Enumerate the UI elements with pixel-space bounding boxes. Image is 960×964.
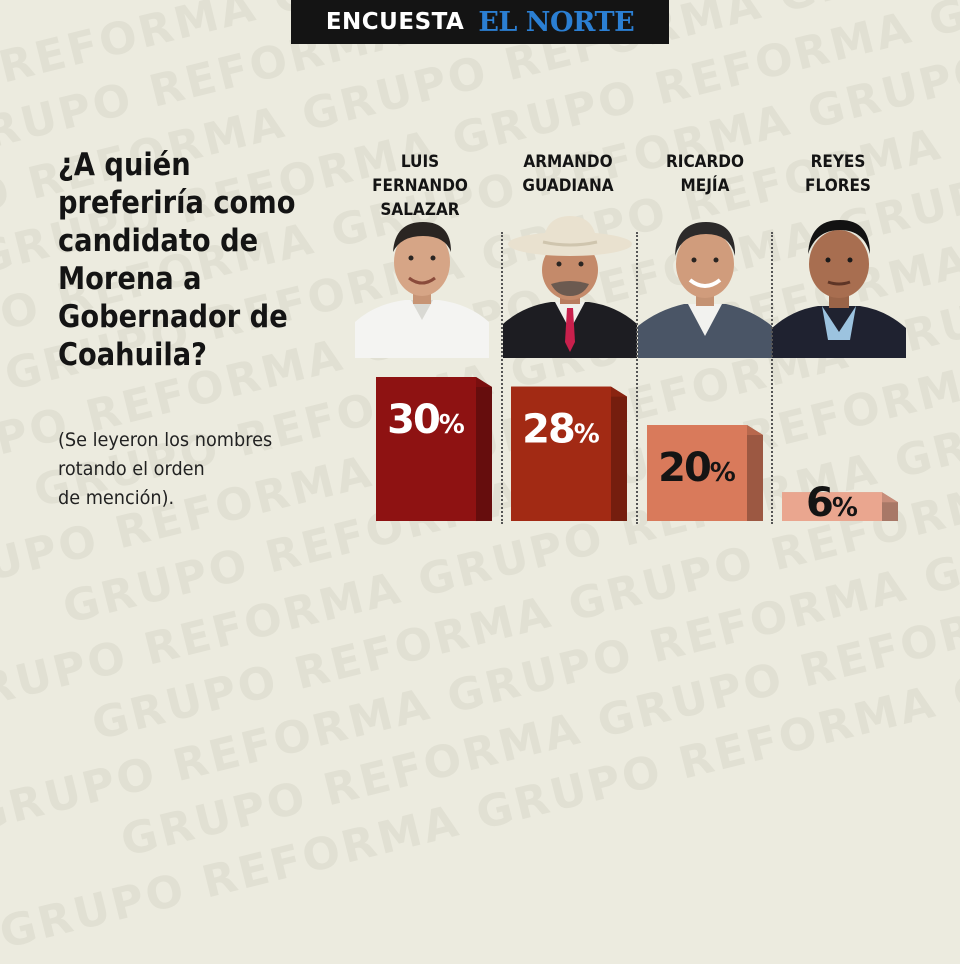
bar-front	[511, 386, 611, 521]
candidate-name-3: RICARDO MEJÍA	[665, 152, 745, 196]
bar-chart: 30% 28% 20% 6%	[376, 377, 898, 526]
survey-note: (Se leyeron los nombres rotando el orden…	[58, 429, 273, 509]
bar-front	[647, 425, 747, 521]
survey-header: ENCUESTA EL NORTE	[291, 0, 669, 44]
bar-2: 28%	[511, 386, 627, 521]
survey-question: ¿A quién preferiría como candidato de Mo…	[58, 147, 296, 373]
bar-side	[611, 386, 627, 521]
bar-value-label: 28%	[522, 407, 600, 453]
candidate-photo-1	[355, 222, 489, 358]
bar-1: 30%	[376, 377, 492, 521]
bar-front	[782, 492, 882, 521]
column-divider	[636, 232, 638, 524]
bar-side	[747, 425, 763, 521]
candidate-photo-2	[503, 216, 637, 358]
candidate-name-1: LUIS FERNANDO SALAZAR	[372, 152, 468, 220]
candidate-name-2: ARMANDO GUADIANA	[522, 152, 614, 196]
bar-3: 20%	[647, 425, 763, 521]
watermark-row: GRUPO REFORMA GRUPO REFORMA GRUPO REFORM…	[0, 201, 960, 960]
header-label: ENCUESTA	[325, 9, 465, 35]
bar-front	[376, 377, 476, 521]
candidate-photo-4	[772, 220, 906, 358]
brand-logo: EL NORTE	[478, 6, 635, 38]
bar-side	[476, 377, 492, 521]
candidate-photo-3	[638, 222, 772, 358]
bar-value-label: 6%	[806, 480, 858, 526]
bar-value-label: 20%	[658, 445, 736, 491]
bar-value-label: 30%	[387, 397, 465, 443]
column-divider	[501, 232, 503, 524]
bar-4: 6%	[782, 480, 898, 526]
column-divider	[771, 232, 773, 524]
candidate-name-4: REYES FLORES	[805, 152, 871, 196]
